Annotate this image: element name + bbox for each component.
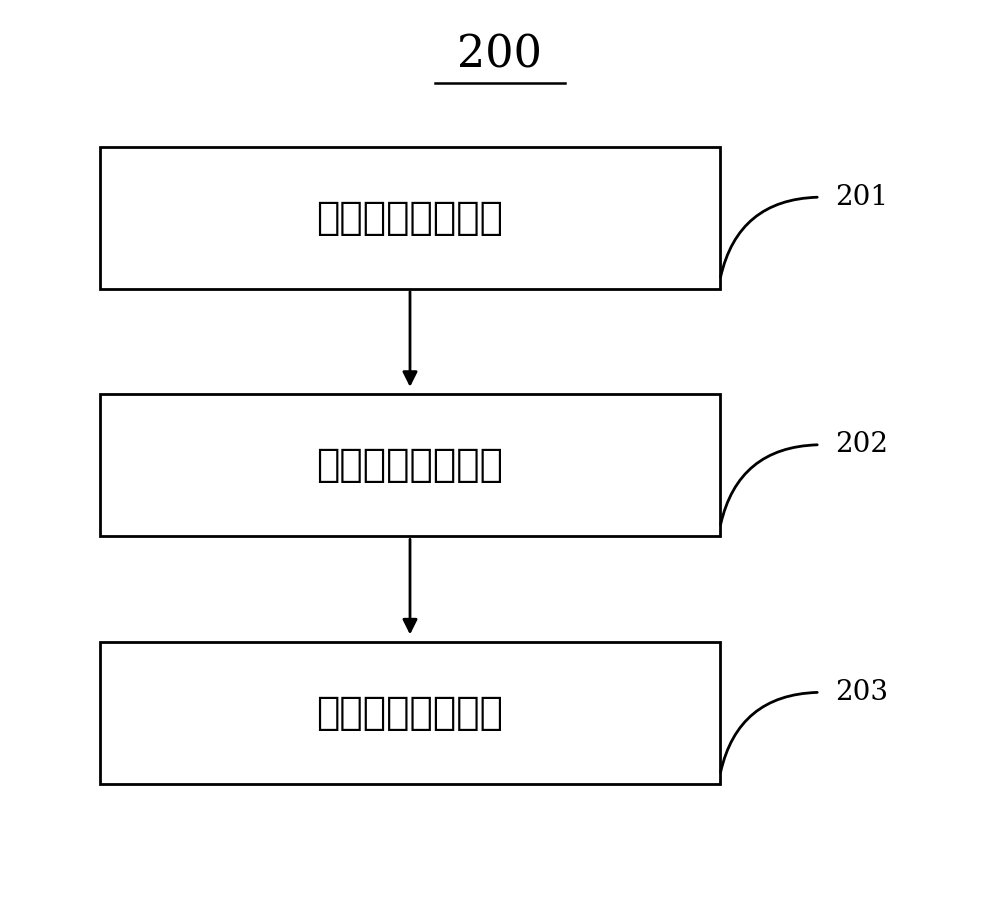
Bar bbox=[100, 642, 720, 784]
Text: 第三阶段优化模块: 第三阶段优化模块 bbox=[317, 694, 504, 732]
Text: 第二阶段优化模块: 第二阶段优化模块 bbox=[317, 447, 504, 484]
Text: 200: 200 bbox=[458, 33, 542, 77]
Text: 第一阶段优化模块: 第一阶段优化模块 bbox=[317, 199, 504, 237]
Text: 202: 202 bbox=[835, 431, 888, 458]
Text: 203: 203 bbox=[835, 679, 888, 706]
Bar bbox=[100, 147, 720, 289]
Text: 201: 201 bbox=[835, 183, 888, 211]
Bar bbox=[100, 394, 720, 536]
